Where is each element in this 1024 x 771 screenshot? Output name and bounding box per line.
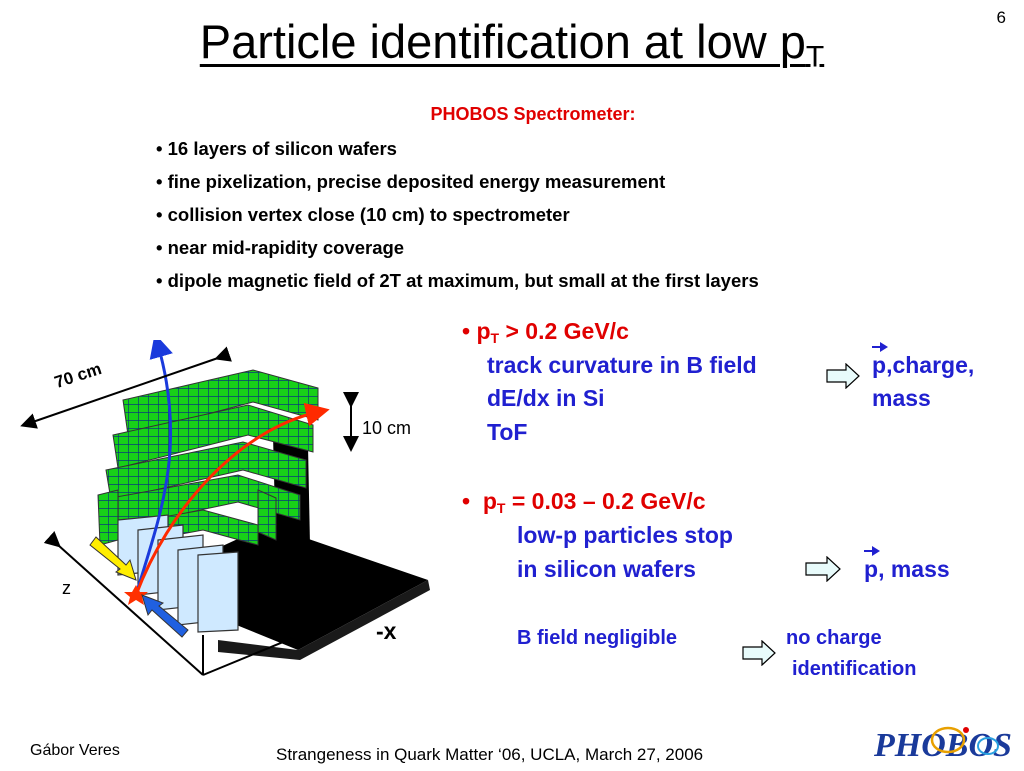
high-method-3: ToF [487,419,528,445]
feature-text: 16 layers of silicon wafers [167,138,397,159]
footer-conference: Strangeness in Quark Matter ‘06, UCLA, M… [276,745,704,764]
feature-text: dipole magnetic field of 2T at maximum, … [167,270,759,291]
p-symbol: p [482,488,497,514]
collision-vertex [124,585,148,605]
low-pt-heading: • pT = 0.03 – 0.2 GeV/c [462,488,706,516]
axis-z-label: z [62,578,71,598]
right-arrow-icon [742,640,776,666]
phobos-logo-graphic: PHOBOS [873,726,1012,764]
feature-text: fine pixelization, precise deposited ene… [167,171,666,192]
right-arrow-icon [805,556,841,582]
pt-range: = 0.03 – 0.2 GeV/c [505,488,706,514]
charge-note-2: identification [792,658,917,680]
p-subscript: T [490,330,500,347]
p-subscript: T [496,500,506,517]
high-result-mass: mass [872,385,931,411]
phobos-logo: PHOBOS [860,716,1020,771]
high-result: p,charge, [872,342,975,379]
feature-text: near mid-rapidity coverage [167,237,405,258]
svg-text:PHOBOS: PHOBOS [873,727,1012,764]
b-field-note: B field negligible [517,627,678,649]
right-arrow-icon [826,363,860,389]
axis-x-label: -x [376,618,397,644]
list-item: • collision vertex close (10 cm) to spec… [156,204,570,225]
momentum-vector: p [872,342,889,378]
list-item: • dipole magnetic field of 2T at maximum… [156,270,759,291]
feature-text: collision vertex close (10 cm) to spectr… [167,204,570,225]
bullet: • [462,318,471,344]
spectrometer-heading: PHOBOS Spectrometer: [430,104,636,124]
p-symbol: p [476,318,491,344]
low-method-2: in silicon wafers [517,556,696,582]
result-text: , mass [878,556,950,582]
slide-number: 6 [996,8,1006,27]
low-method-1: low-p particles stop [517,522,733,548]
title-text: Particle identification at low p [199,15,806,68]
high-method-2: dE/dx in Si [487,385,605,411]
low-result: p, mass [864,546,950,583]
high-method-1: track curvature in B field [487,352,757,378]
detector-figure: 70 cm 10 cm z -x [18,333,438,695]
charge-note-1: no charge [786,627,882,649]
title-subscript: T [805,40,825,74]
page-title: Particle identification at low pT [0,14,1024,74]
bullet: • [462,488,471,514]
result-text: ,charge, [886,352,975,378]
list-item: • 16 layers of silicon wafers [156,138,397,159]
red-track [134,402,330,596]
momentum-vector: p [864,546,881,582]
beam-arrow-yellow [89,536,137,581]
pt-range: > 0.2 GeV/c [499,318,629,344]
list-item: • fine pixelization, precise deposited e… [156,171,666,192]
beam-arrow-blue [141,594,189,638]
list-item: • near mid-rapidity coverage [156,237,405,258]
high-pt-heading: • pT > 0.2 GeV/c [462,318,629,346]
feature-list: • 16 layers of silicon wafers • fine pix… [156,136,759,301]
dim-10cm-label: 10 cm [362,418,412,438]
dim-70cm-line [20,346,232,429]
detector-diagram [20,333,430,676]
footer-author: Gábor Veres [30,742,120,759]
